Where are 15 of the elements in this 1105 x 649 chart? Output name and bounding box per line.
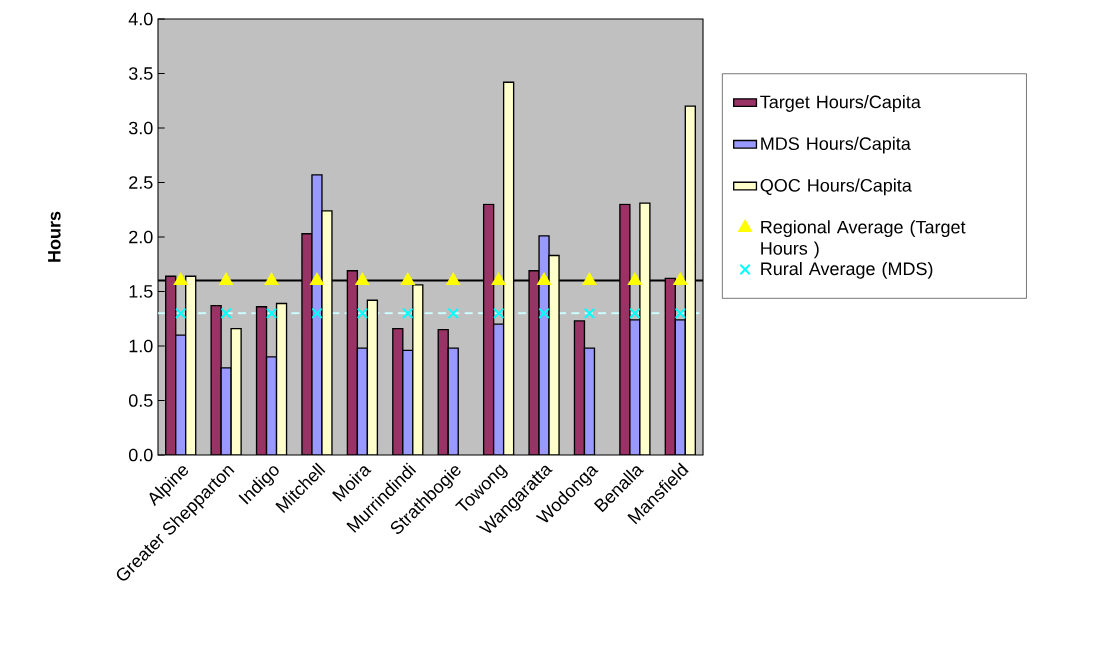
y-tick-label: 1.0 (129, 339, 153, 353)
y-tick-label: 3.0 (128, 121, 153, 135)
legend-label: MDS Hours/Capita (761, 136, 911, 154)
y-tick-label: 0.0 (128, 448, 153, 462)
y-axis-title: Hours (48, 211, 61, 262)
y-tick-label: 3.5 (128, 67, 153, 80)
legend-label: Regional Average (Target Hours ) (761, 220, 966, 259)
y-tick-label: 4.0 (128, 12, 153, 26)
legend-label: Rural Average (MDS) (761, 261, 933, 279)
y-tick-label: 2.5 (129, 176, 153, 189)
y-tick-label: 2.0 (129, 230, 153, 244)
legend-label: Target Hours/Capita (760, 95, 921, 112)
y-tick-label: 1.5 (129, 285, 153, 298)
y-tick-label: 0.5 (128, 394, 153, 407)
legend-label: QOC Hours/Capita (760, 178, 912, 196)
